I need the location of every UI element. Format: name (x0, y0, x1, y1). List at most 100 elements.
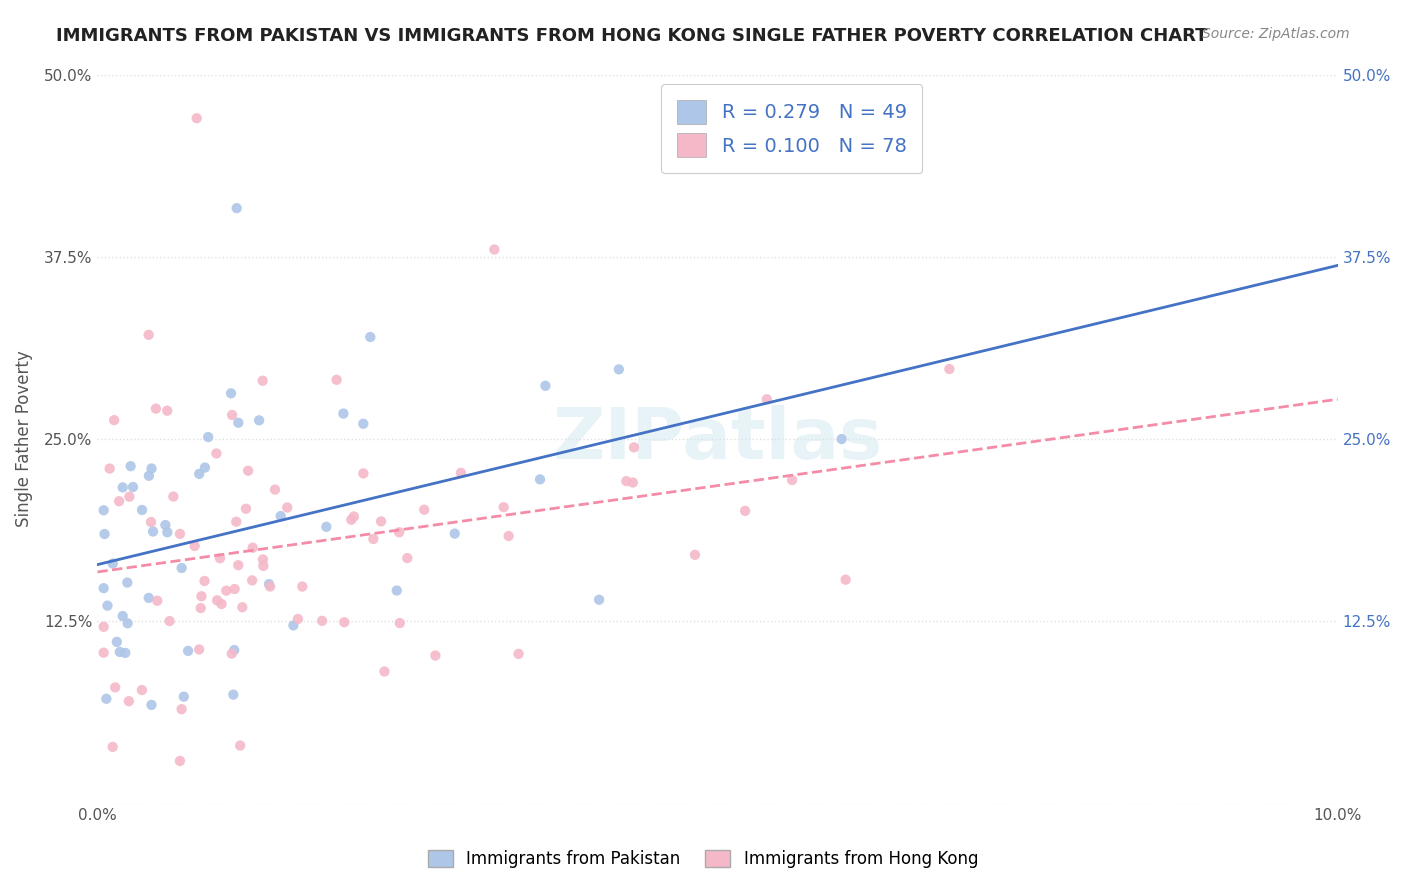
Immigrants from Pakistan (93, 503, 115, 517)
Immigrants from Hong Kong (139, 515, 162, 529)
Immigrants from Pakistan (155, 518, 177, 533)
Immigrants from Pakistan (270, 509, 292, 524)
Immigrants from Hong Kong (235, 501, 257, 516)
Immigrants from Pakistan (283, 618, 305, 632)
Immigrants from Hong Kong (156, 403, 179, 417)
Immigrants from Pakistan (226, 416, 249, 430)
Immigrants from Pakistan (352, 417, 374, 431)
Immigrants from Hong Kong (252, 552, 274, 566)
Immigrants from Hong Kong (229, 739, 252, 753)
Immigrants from Pakistan (138, 468, 160, 483)
Immigrants from Hong Kong (93, 620, 115, 634)
Y-axis label: Single Father Poverty: Single Father Poverty (15, 351, 32, 527)
Immigrants from Hong Kong (170, 702, 193, 716)
Immigrants from Hong Kong (224, 582, 246, 596)
Immigrants from Hong Kong (276, 500, 298, 515)
Immigrants from Pakistan (247, 413, 270, 427)
Immigrants from Hong Kong (131, 683, 153, 698)
Immigrants from Hong Kong (162, 490, 184, 504)
Immigrants from Pakistan (197, 430, 219, 444)
Immigrants from Pakistan (194, 460, 217, 475)
Immigrants from Hong Kong (169, 754, 191, 768)
Immigrants from Hong Kong (492, 500, 515, 515)
Immigrants from Hong Kong (169, 527, 191, 541)
Immigrants from Pakistan (142, 524, 165, 539)
Immigrants from Hong Kong (370, 515, 392, 529)
Immigrants from Hong Kong (388, 615, 411, 630)
Immigrants from Hong Kong (287, 612, 309, 626)
Immigrants from Pakistan (831, 432, 853, 446)
Immigrants from Pakistan (588, 592, 610, 607)
Immigrants from Hong Kong (352, 467, 374, 481)
Immigrants from Pakistan (114, 646, 136, 660)
Immigrants from Hong Kong (834, 573, 856, 587)
Immigrants from Hong Kong (623, 441, 645, 455)
Immigrants from Pakistan (141, 461, 163, 475)
Immigrants from Hong Kong (413, 502, 436, 516)
Immigrants from Hong Kong (103, 413, 125, 427)
Immigrants from Pakistan (101, 557, 124, 571)
Immigrants from Hong Kong (363, 532, 385, 546)
Immigrants from Hong Kong (311, 614, 333, 628)
Immigrants from Hong Kong (325, 373, 347, 387)
Immigrants from Pakistan (224, 643, 246, 657)
Immigrants from Hong Kong (146, 593, 169, 607)
Immigrants from Pakistan (173, 690, 195, 704)
Immigrants from Pakistan (117, 616, 139, 631)
Immigrants from Hong Kong (621, 475, 644, 490)
Immigrants from Hong Kong (252, 374, 274, 388)
Immigrants from Hong Kong (484, 243, 506, 257)
Immigrants from Pakistan (131, 503, 153, 517)
Immigrants from Hong Kong (938, 362, 960, 376)
Immigrants from Pakistan (222, 688, 245, 702)
Text: ZIPatlas: ZIPatlas (553, 405, 883, 474)
Immigrants from Pakistan (359, 330, 381, 344)
Immigrants from Hong Kong (193, 574, 215, 588)
Immigrants from Pakistan (188, 467, 211, 481)
Immigrants from Pakistan (105, 635, 128, 649)
Immigrants from Hong Kong (388, 525, 411, 540)
Immigrants from Hong Kong (259, 580, 281, 594)
Immigrants from Hong Kong (683, 548, 706, 562)
Immigrants from Hong Kong (190, 601, 212, 615)
Immigrants from Hong Kong (231, 600, 253, 615)
Immigrants from Hong Kong (183, 539, 205, 553)
Immigrants from Pakistan (141, 698, 163, 712)
Text: IMMIGRANTS FROM PAKISTAN VS IMMIGRANTS FROM HONG KONG SINGLE FATHER POVERTY CORR: IMMIGRANTS FROM PAKISTAN VS IMMIGRANTS F… (56, 27, 1208, 45)
Immigrants from Pakistan (534, 378, 557, 392)
Immigrants from Hong Kong (340, 513, 363, 527)
Immigrants from Hong Kong (252, 558, 274, 573)
Immigrants from Pakistan (117, 575, 139, 590)
Immigrants from Pakistan (120, 459, 142, 474)
Immigrants from Pakistan (122, 480, 145, 494)
Immigrants from Hong Kong (291, 580, 314, 594)
Immigrants from Hong Kong (221, 647, 243, 661)
Immigrants from Pakistan (385, 583, 408, 598)
Immigrants from Pakistan (225, 201, 247, 215)
Immigrants from Hong Kong (138, 327, 160, 342)
Immigrants from Hong Kong (240, 574, 263, 588)
Immigrants from Hong Kong (208, 551, 231, 566)
Immigrants from Pakistan (138, 591, 160, 605)
Immigrants from Hong Kong (242, 541, 264, 555)
Immigrants from Hong Kong (498, 529, 520, 543)
Immigrants from Hong Kong (118, 490, 141, 504)
Immigrants from Hong Kong (755, 392, 778, 407)
Immigrants from Hong Kong (226, 558, 249, 573)
Immigrants from Pakistan (96, 691, 118, 706)
Immigrants from Hong Kong (188, 642, 211, 657)
Immigrants from Pakistan (177, 644, 200, 658)
Immigrants from Pakistan (111, 480, 134, 494)
Immigrants from Pakistan (529, 472, 551, 486)
Legend: R = 0.279   N = 49, R = 0.100   N = 78: R = 0.279 N = 49, R = 0.100 N = 78 (661, 84, 922, 172)
Immigrants from Hong Kong (159, 614, 181, 628)
Immigrants from Hong Kong (118, 694, 141, 708)
Immigrants from Pakistan (257, 577, 280, 591)
Immigrants from Hong Kong (333, 615, 356, 630)
Immigrants from Hong Kong (205, 593, 228, 607)
Immigrants from Hong Kong (101, 739, 124, 754)
Immigrants from Pakistan (332, 407, 354, 421)
Immigrants from Hong Kong (190, 589, 212, 603)
Immigrants from Hong Kong (225, 515, 247, 529)
Immigrants from Hong Kong (93, 646, 115, 660)
